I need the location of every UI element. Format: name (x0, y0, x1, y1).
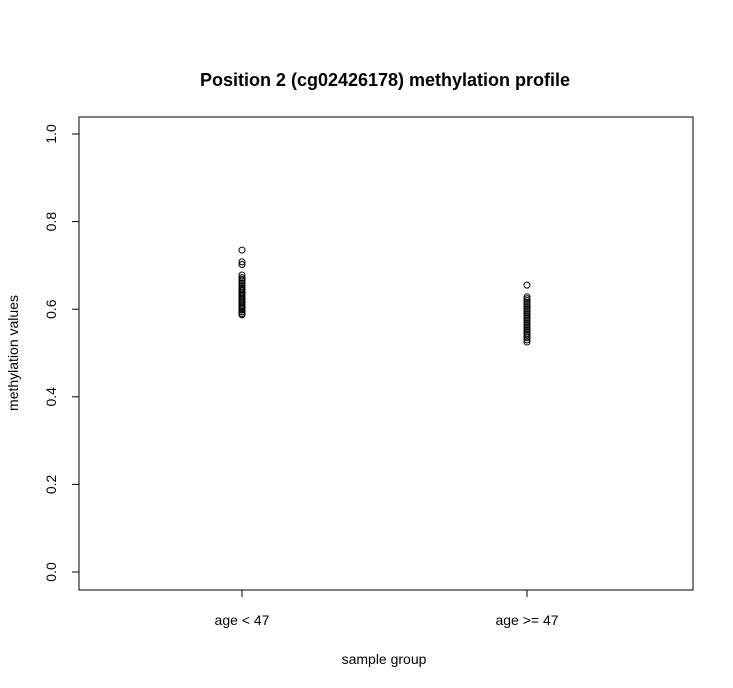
y-tick-label: 0.8 (43, 212, 59, 232)
y-axis-label: methylation values (5, 295, 21, 411)
chart-title: Position 2 (cg02426178) methylation prof… (200, 70, 570, 90)
plot-frame (78, 116, 694, 591)
data-point (238, 261, 246, 269)
y-axis: 0.0 0.2 0.4 0.6 0.8 1.0 (43, 124, 80, 582)
data-point (238, 246, 246, 254)
data-point (523, 338, 531, 346)
y-tick-label: 0.0 (43, 562, 59, 582)
data-point (238, 258, 246, 266)
data-point (523, 281, 531, 289)
x-axis: age < 47 age >= 47 (215, 590, 559, 628)
x-tick-label: age < 47 (215, 612, 270, 628)
y-tick-label: 0.2 (43, 474, 59, 494)
x-axis-label: sample group (342, 651, 427, 667)
y-tick-label: 1.0 (43, 124, 59, 144)
x-tick-label: age >= 47 (495, 612, 558, 628)
data-points (238, 246, 531, 346)
data-point (523, 331, 531, 339)
y-tick-label: 0.4 (43, 387, 59, 407)
data-point (523, 336, 531, 344)
y-tick-label: 0.6 (43, 299, 59, 319)
data-point (523, 334, 531, 342)
data-point (238, 311, 246, 319)
